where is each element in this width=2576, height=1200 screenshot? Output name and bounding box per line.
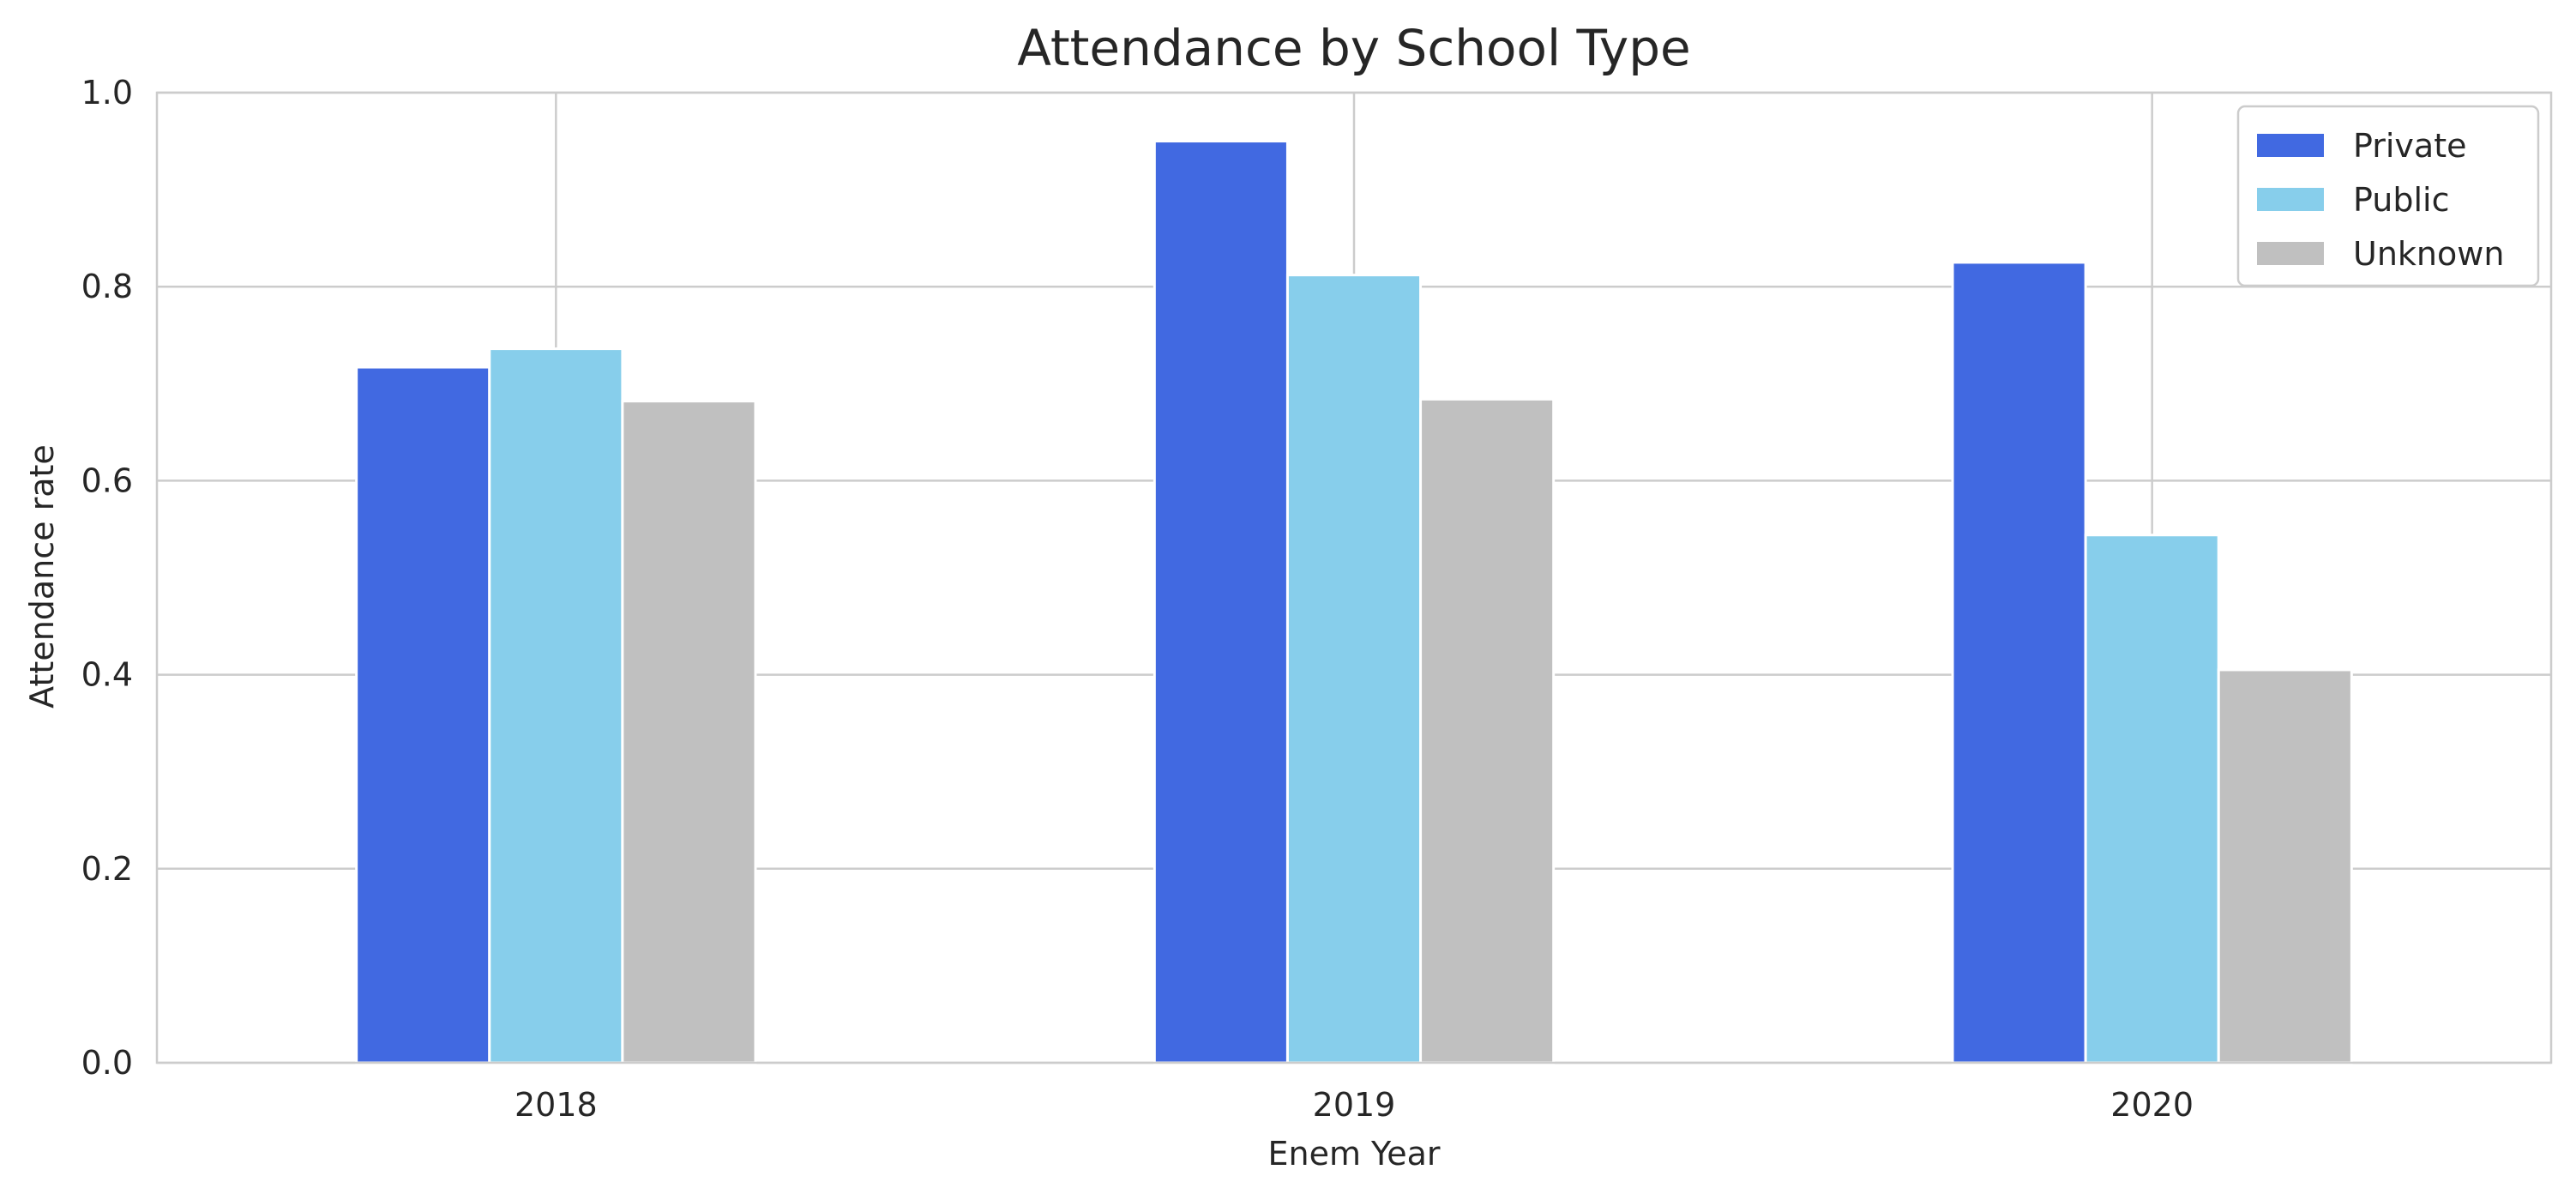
legend-label-public: Public bbox=[2353, 181, 2449, 219]
y-tick-label: 0.4 bbox=[81, 656, 133, 694]
legend-swatch-public bbox=[2257, 188, 2324, 211]
y-tick-label: 0.2 bbox=[81, 850, 133, 888]
bar-private-2020 bbox=[1951, 261, 2087, 1064]
x-axis-ticks: 2018 2019 2020 bbox=[515, 1086, 2194, 1124]
bar-private-2019 bbox=[1153, 140, 1289, 1064]
bar-unknown-2020 bbox=[2217, 668, 2353, 1064]
y-tick-label: 0.8 bbox=[81, 268, 133, 305]
y-tick-label: 0.6 bbox=[81, 461, 133, 499]
y-axis-ticks: 0.0 0.2 0.4 0.6 0.8 1.0 bbox=[81, 74, 133, 1082]
bar-private-2018 bbox=[355, 365, 491, 1064]
y-tick-label: 0.0 bbox=[81, 1044, 133, 1082]
legend-swatch-private bbox=[2257, 134, 2324, 157]
x-axis-label: Enem Year bbox=[1267, 1135, 1440, 1173]
plot-frame bbox=[155, 91, 2553, 1064]
legend-label-unknown: Unknown bbox=[2353, 235, 2504, 273]
legend-swatch-unknown bbox=[2257, 242, 2324, 265]
bars bbox=[355, 140, 2353, 1064]
x-tick-label: 2019 bbox=[1313, 1086, 1396, 1124]
legend: Private Public Unknown bbox=[2236, 105, 2540, 287]
x-tick-label: 2020 bbox=[2110, 1086, 2194, 1124]
bar-public-2020 bbox=[2084, 534, 2220, 1064]
bar-public-2018 bbox=[488, 347, 624, 1064]
bar-unknown-2019 bbox=[1419, 397, 1556, 1064]
x-tick-label: 2018 bbox=[515, 1086, 598, 1124]
legend-label-private: Private bbox=[2353, 127, 2466, 165]
y-axis-label: Attendance rate bbox=[23, 444, 61, 709]
bar-unknown-2018 bbox=[621, 400, 757, 1064]
bar-public-2019 bbox=[1285, 274, 1423, 1064]
y-tick-label: 1.0 bbox=[81, 74, 133, 112]
chart-title: Attendance by School Type bbox=[1017, 19, 1691, 77]
